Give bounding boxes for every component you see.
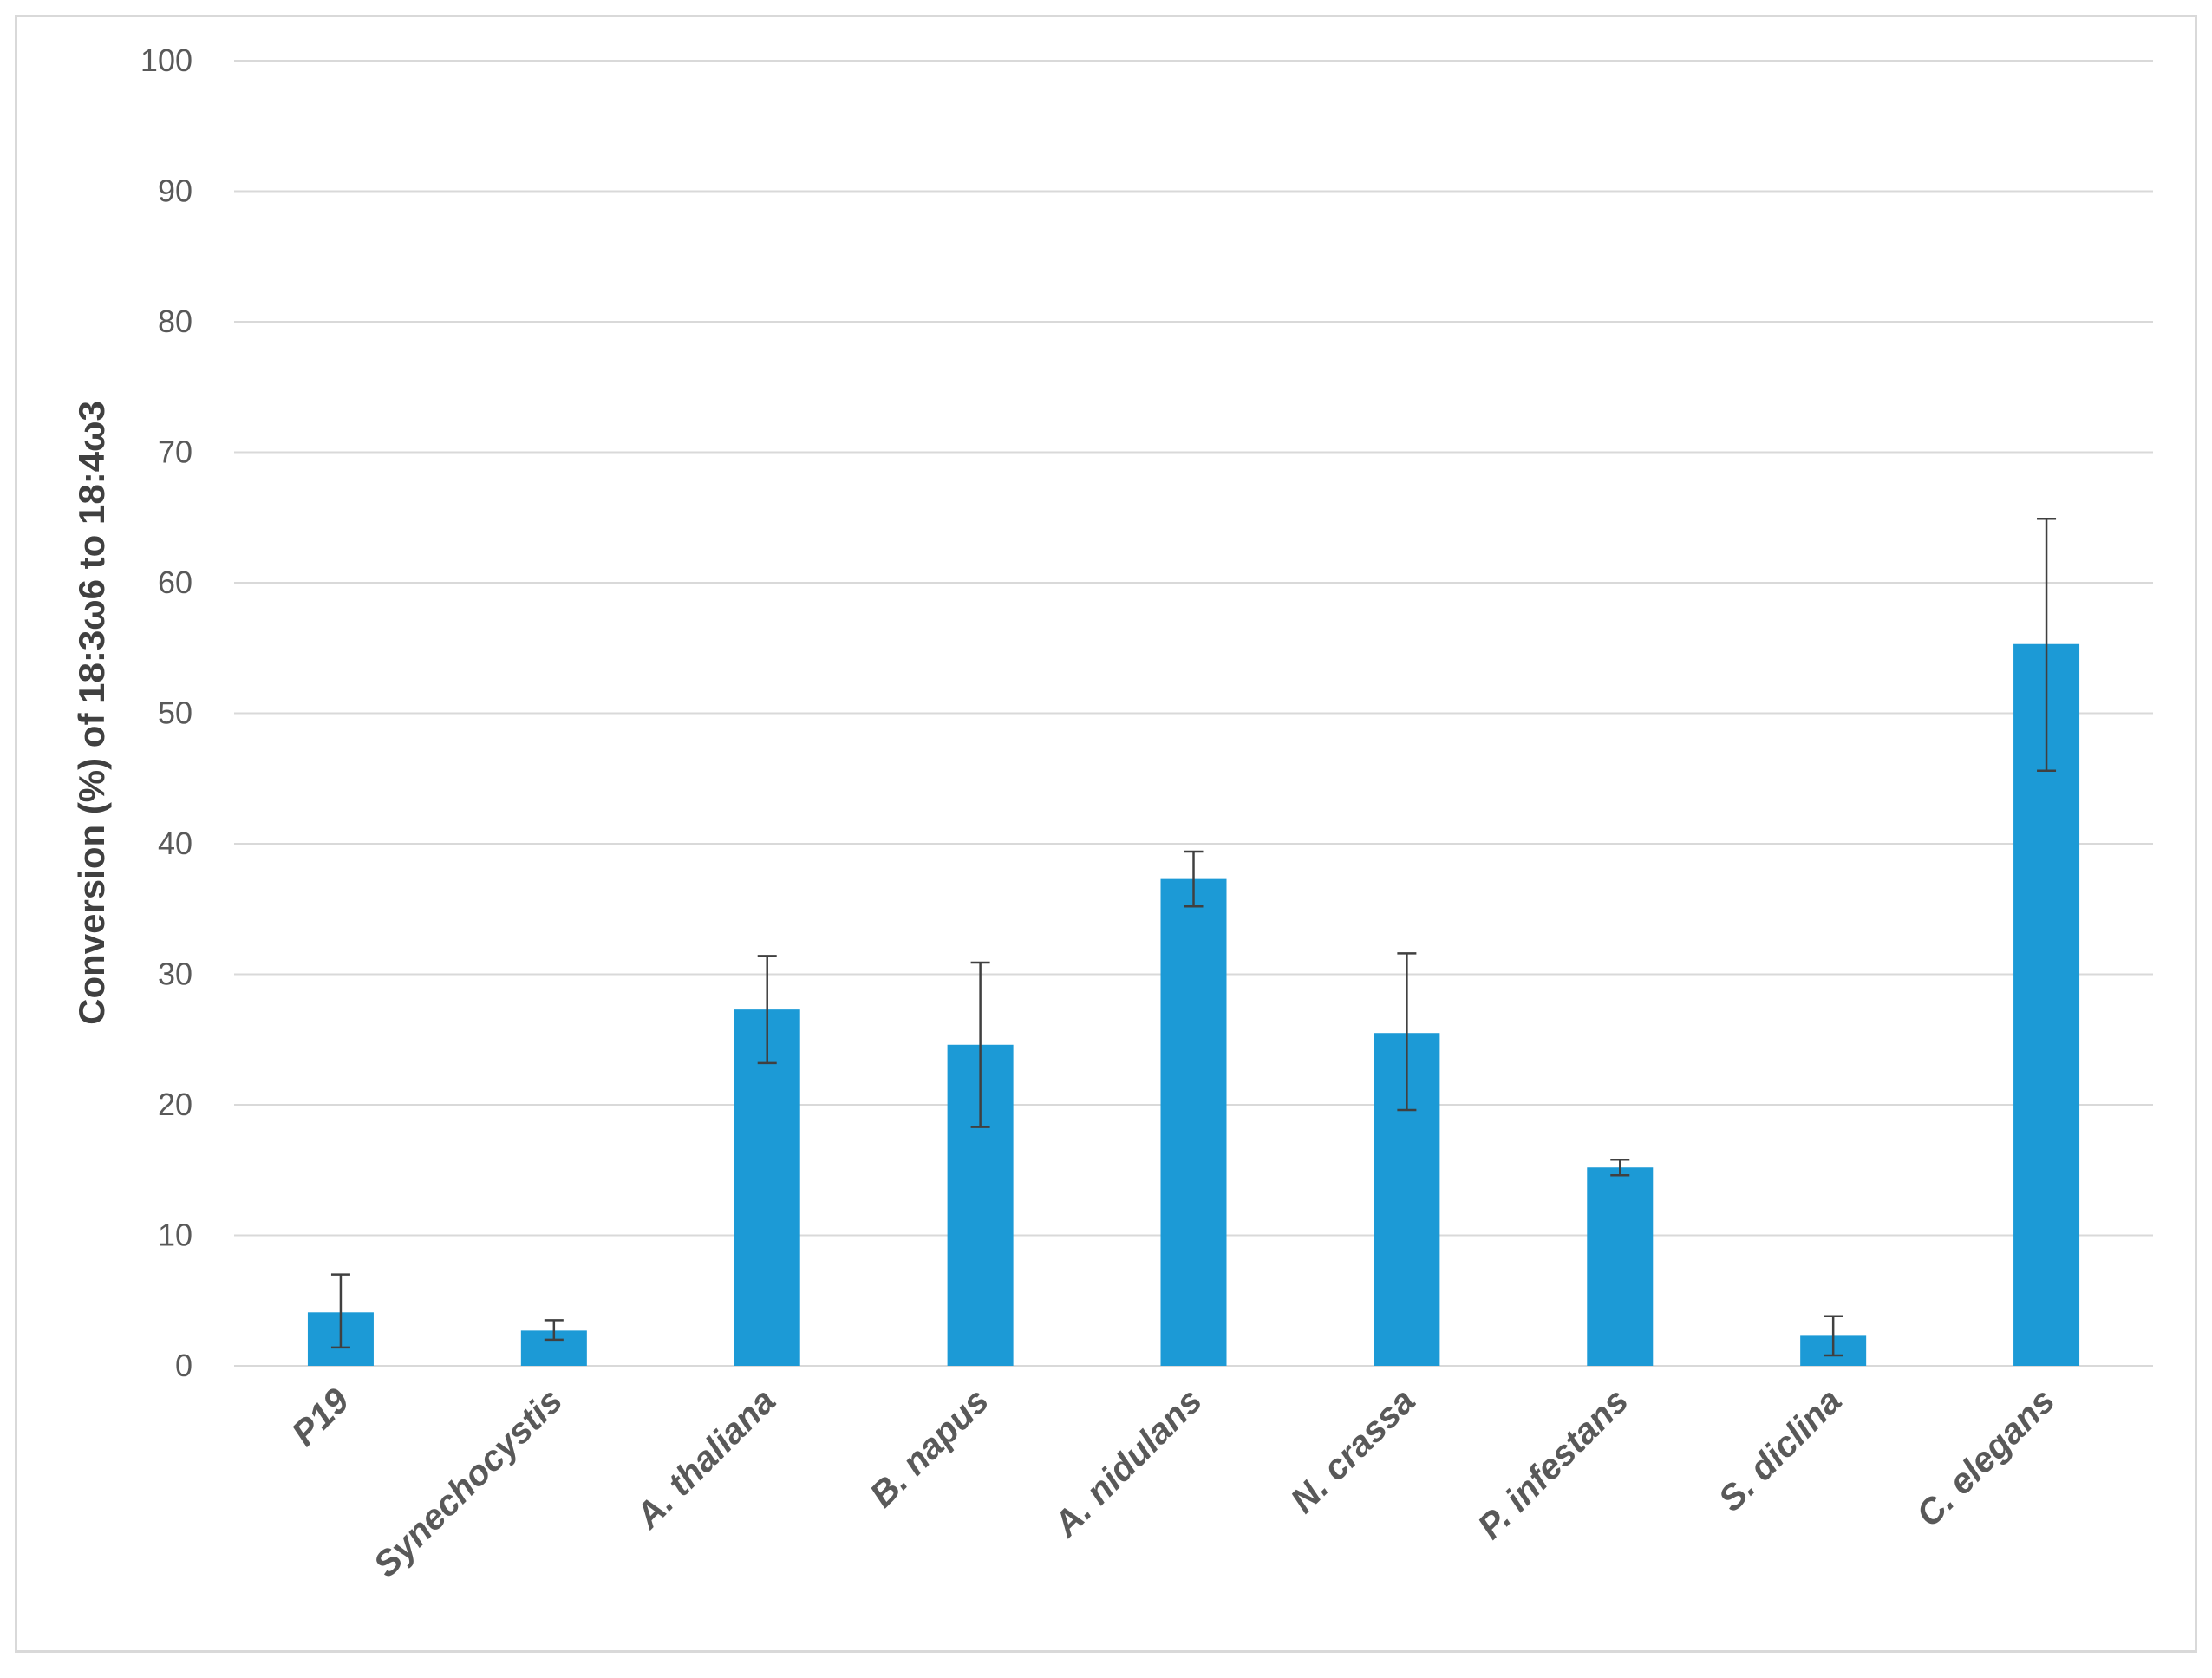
x-tick-label: Synechocystis: [366, 1381, 571, 1585]
y-tick-labels: 0 10 20 30 40 50 60 70 80 90 100: [140, 42, 192, 1383]
x-tick-label: A. thaliana: [627, 1381, 783, 1537]
y-tick-label: 90: [158, 173, 192, 209]
y-tick-label: 40: [158, 826, 192, 861]
error-bar-3: [970, 961, 990, 1128]
x-tick-labels: P19 Synechocystis A. thaliana B. napus A. ni…: [284, 1381, 2062, 1585]
x-tick-label: P19: [284, 1381, 356, 1453]
bars: [307, 643, 2080, 1366]
x-tick-label: S. diclina: [1711, 1381, 1850, 1519]
error-bar-4: [1184, 850, 1204, 908]
y-axis-label: Conversion (%) of 18:3ω6 to 18:4ω3: [71, 401, 112, 1025]
bar-6: [1587, 1167, 1654, 1366]
y-tick-label: 60: [158, 565, 192, 600]
error-bar-6: [1610, 1158, 1630, 1177]
error-bar-7: [1824, 1315, 1843, 1357]
y-tick-label: 70: [158, 434, 192, 470]
error-bar-2: [757, 955, 777, 1065]
error-bar-1: [544, 1319, 564, 1342]
y-tick-label: 0: [175, 1348, 192, 1383]
chart-frame: [15, 15, 2197, 1653]
y-tick-label: 100: [140, 42, 192, 78]
x-tick-label: P. infestans: [1470, 1381, 1636, 1547]
bar-2: [734, 1009, 800, 1366]
error-bar-8: [2037, 518, 2057, 772]
y-tick-label: 30: [158, 957, 192, 992]
error-bars: [330, 518, 2057, 1357]
y-tick-label: 50: [158, 695, 192, 731]
error-bar-0: [330, 1273, 350, 1349]
x-tick-label: N. crassa: [1282, 1381, 1422, 1520]
y-tick-label: 10: [158, 1218, 192, 1253]
y-tick-label: 80: [158, 304, 192, 339]
y-tick-label: 20: [158, 1087, 192, 1122]
bar-4: [1160, 878, 1227, 1366]
error-bar-5: [1397, 952, 1417, 1112]
x-tick-label: A. nidulans: [1045, 1381, 1209, 1544]
x-tick-label: C. elegans: [1909, 1381, 2063, 1535]
x-tick-label: B. napus: [862, 1381, 996, 1515]
